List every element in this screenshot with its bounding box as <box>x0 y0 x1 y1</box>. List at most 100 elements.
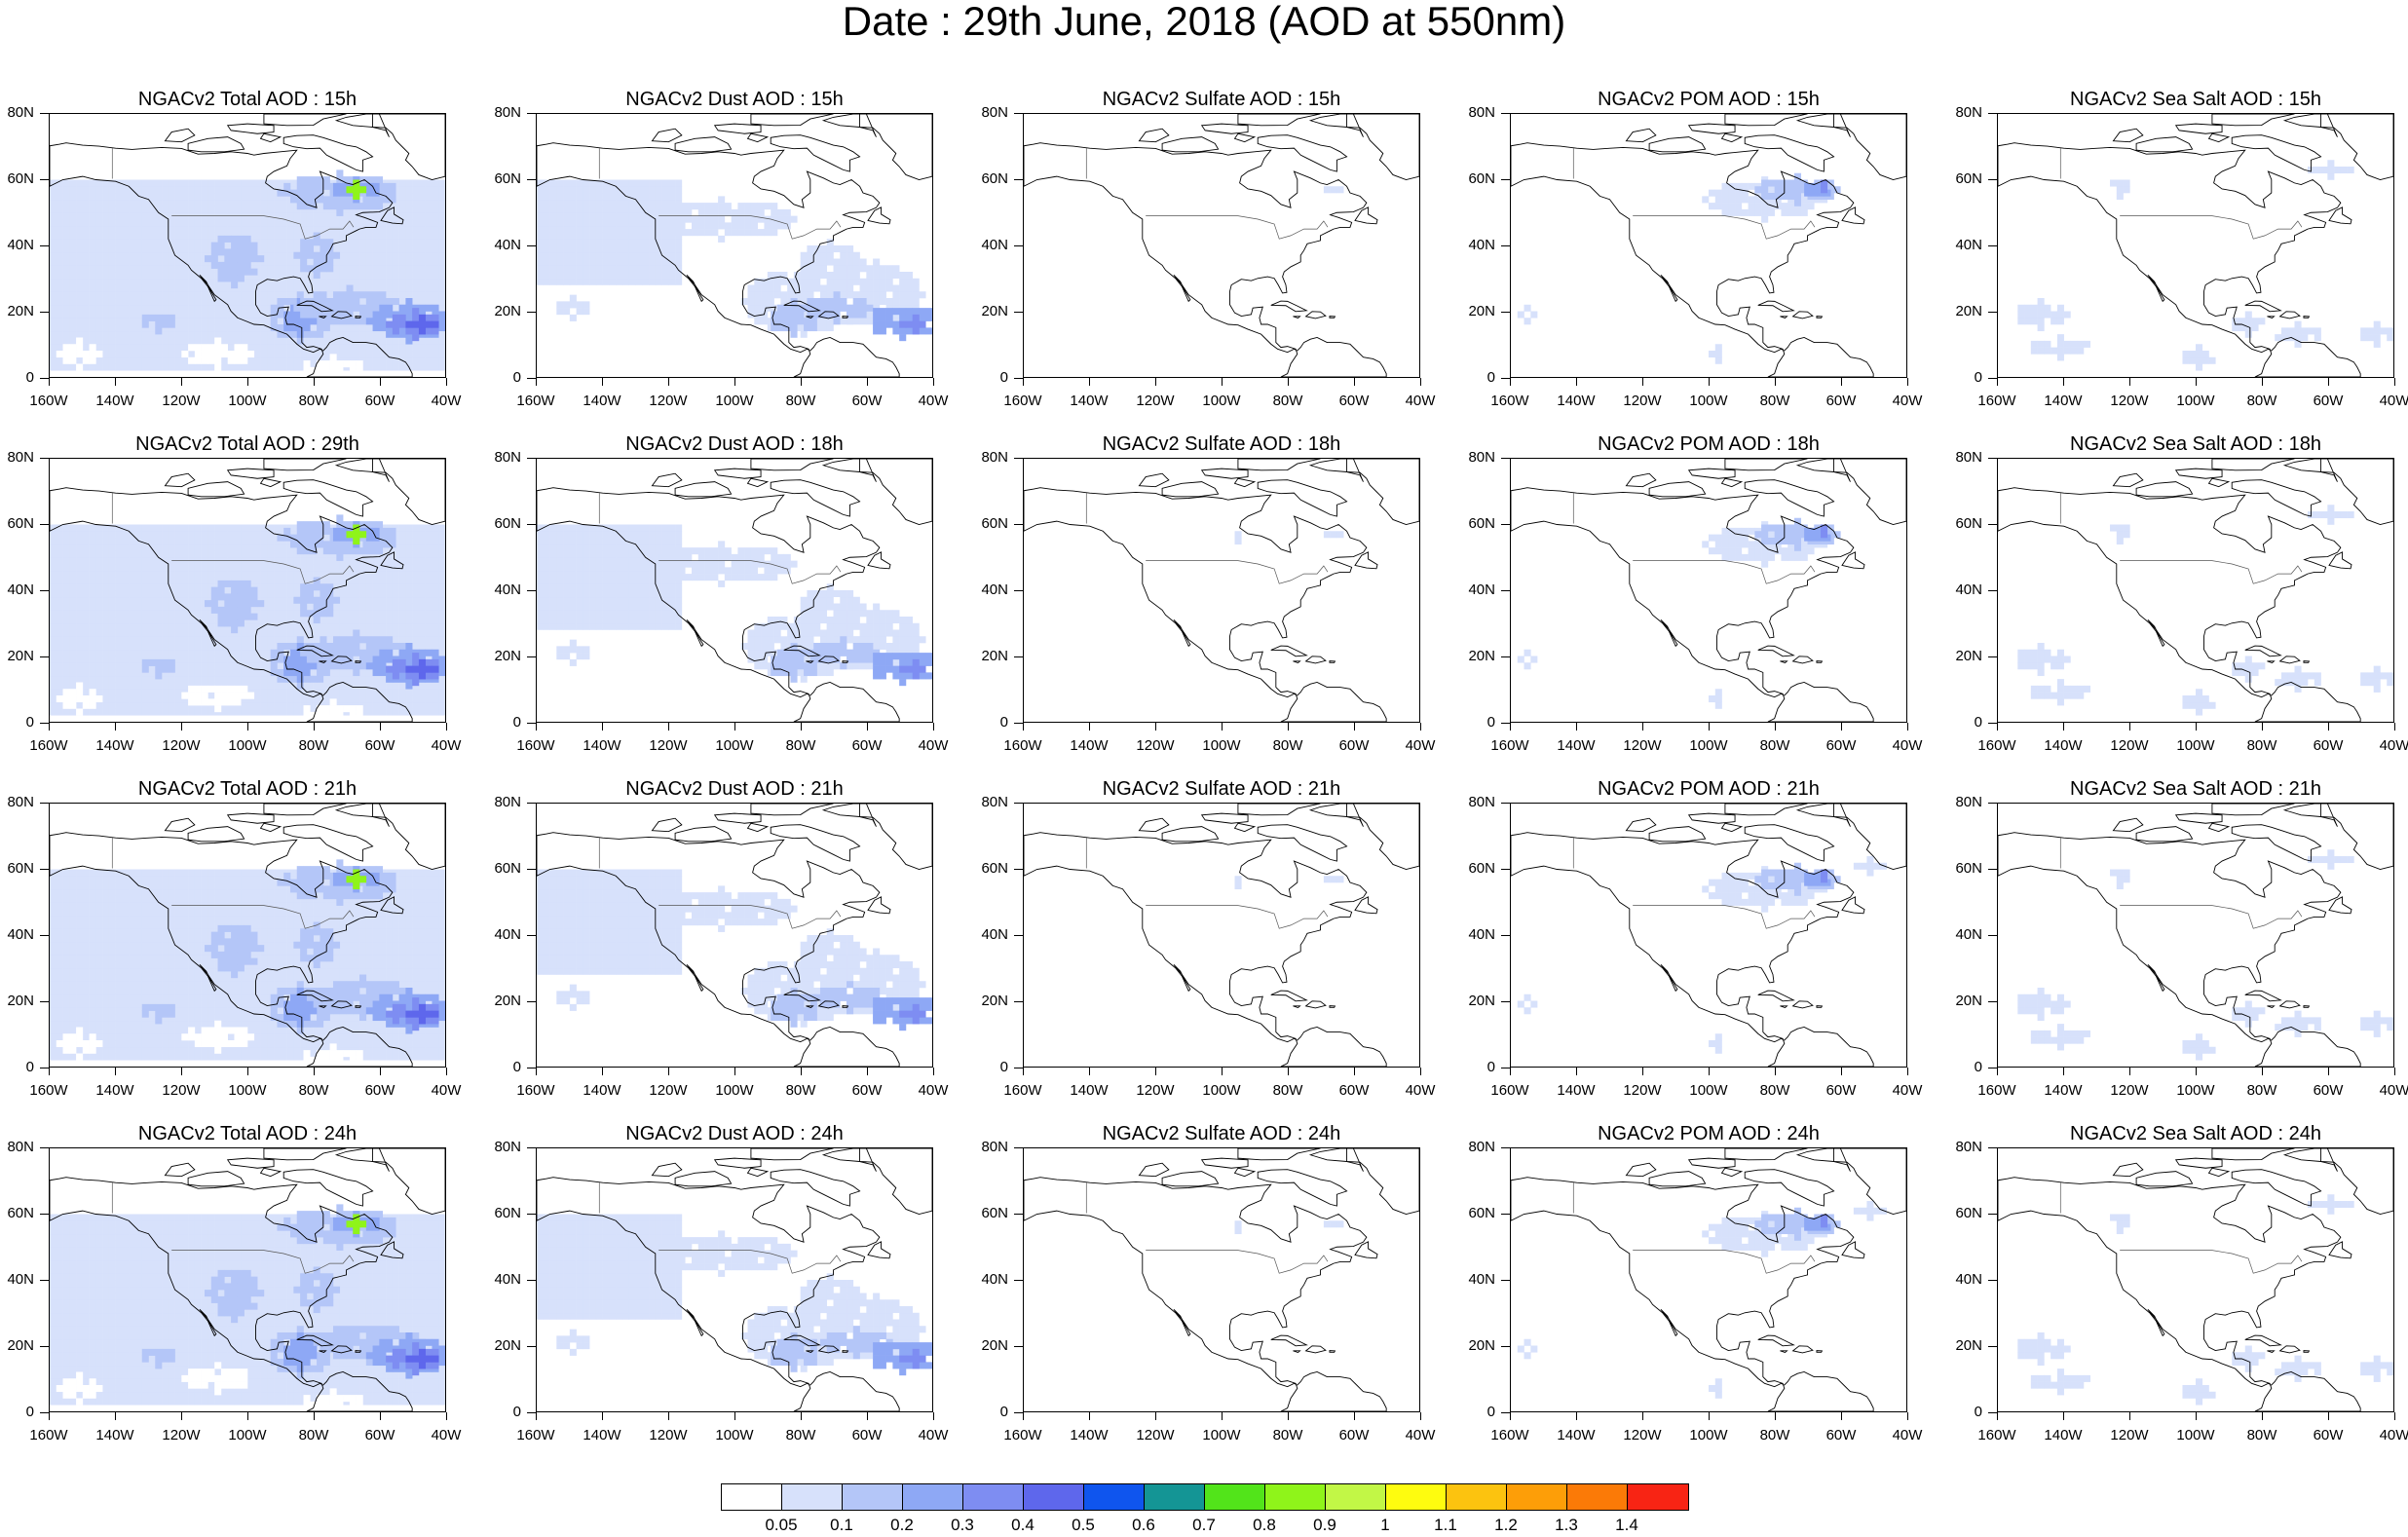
aod-cell <box>90 656 96 663</box>
aod-cell <box>386 617 393 623</box>
aod-cell <box>399 279 406 285</box>
aod-cell <box>181 364 188 371</box>
aod-cell <box>827 318 834 324</box>
aod-cell <box>732 222 738 229</box>
aod-map <box>1024 114 1419 377</box>
aod-cell <box>642 272 649 279</box>
aod-cell <box>50 604 56 611</box>
aod-cell <box>886 298 893 305</box>
aod-cell <box>1742 209 1749 216</box>
aod-cell <box>109 557 116 564</box>
coastline <box>1238 114 1321 126</box>
aod-cell <box>135 305 142 312</box>
aod-cell <box>622 186 629 193</box>
aod-cell <box>432 265 438 272</box>
aod-cell <box>241 525 247 532</box>
aod-cell <box>373 695 380 702</box>
coastline <box>2212 114 2295 126</box>
aod-cell <box>438 212 445 219</box>
aod-cell <box>56 298 63 305</box>
aod-cell <box>603 239 610 245</box>
aod-cell <box>583 265 589 272</box>
lon-tick-label: 80W <box>1750 394 1800 409</box>
aod-cell <box>718 222 725 229</box>
aod-cell <box>834 259 841 266</box>
aod-cell <box>102 318 109 324</box>
aod-cell <box>142 590 149 597</box>
aod-cell <box>95 538 102 544</box>
aod-cell <box>880 308 886 315</box>
aod-cell <box>63 583 70 590</box>
aod-cell <box>622 252 629 259</box>
aod-cell <box>866 298 873 305</box>
aod-cell <box>340 265 347 272</box>
aod-cell <box>195 656 202 663</box>
aod-cell <box>247 279 254 285</box>
aod-cell <box>379 597 386 604</box>
aod-cell <box>142 298 149 305</box>
aod-cell <box>405 226 412 233</box>
aod-cell <box>202 656 208 663</box>
aod-cell <box>359 689 366 695</box>
aod-cell <box>629 259 636 266</box>
aod-cell <box>155 193 162 200</box>
aod-cell <box>777 305 784 312</box>
aod-cell <box>195 610 202 617</box>
aod-cell <box>373 344 380 351</box>
aod-cell <box>834 245 841 252</box>
aod-cell <box>583 226 589 233</box>
aod-cell <box>550 193 557 200</box>
aod-cell <box>129 636 135 643</box>
aod-cell <box>142 364 149 371</box>
aod-cell <box>228 709 235 716</box>
aod-cell <box>419 327 426 334</box>
aod-cell <box>155 186 162 193</box>
aod-cell <box>254 186 261 193</box>
aod-cell <box>234 357 241 364</box>
aod-cell <box>116 551 123 558</box>
aod-cell <box>261 200 268 206</box>
aod-cell <box>426 315 433 321</box>
aod-cell <box>347 226 354 233</box>
aod-cell <box>668 186 675 193</box>
aod-cell <box>109 357 116 364</box>
aod-cell <box>69 525 76 532</box>
aod-cell <box>50 544 56 551</box>
aod-cell <box>705 203 712 209</box>
aod-cell <box>76 590 83 597</box>
aod-cell <box>231 275 238 281</box>
lat-tick <box>1988 378 1997 379</box>
aod-cell <box>50 272 56 279</box>
aod-cell <box>90 279 96 285</box>
aod-cell <box>274 233 281 240</box>
aod-cell <box>83 571 90 578</box>
aod-cell <box>122 233 129 240</box>
aod-cell <box>135 291 142 298</box>
aod-cell <box>135 525 142 532</box>
aod-cell <box>685 209 692 216</box>
aod-cell <box>583 239 589 245</box>
aod-cell <box>807 245 813 252</box>
aod-cell <box>642 226 649 233</box>
aod-cell <box>347 291 354 298</box>
aod-cell <box>379 709 386 716</box>
aod-cell <box>142 683 149 690</box>
aod-cell <box>373 689 380 695</box>
aod-cell <box>169 531 175 538</box>
aod-cell <box>820 252 827 259</box>
aod-cell <box>550 200 557 206</box>
aod-cell <box>76 351 83 357</box>
aod-cell <box>241 344 247 351</box>
aod-cell <box>820 305 827 312</box>
aod-cell <box>207 544 214 551</box>
aod-cell <box>83 233 90 240</box>
aod-cell <box>95 193 102 200</box>
aod-cell <box>175 344 182 351</box>
aod-cell <box>109 583 116 590</box>
aod-cell <box>50 259 56 266</box>
aod-cell <box>69 656 76 663</box>
aod-cell <box>807 285 813 292</box>
aod-cell <box>1749 203 1755 209</box>
aod-cell <box>2084 341 2090 348</box>
